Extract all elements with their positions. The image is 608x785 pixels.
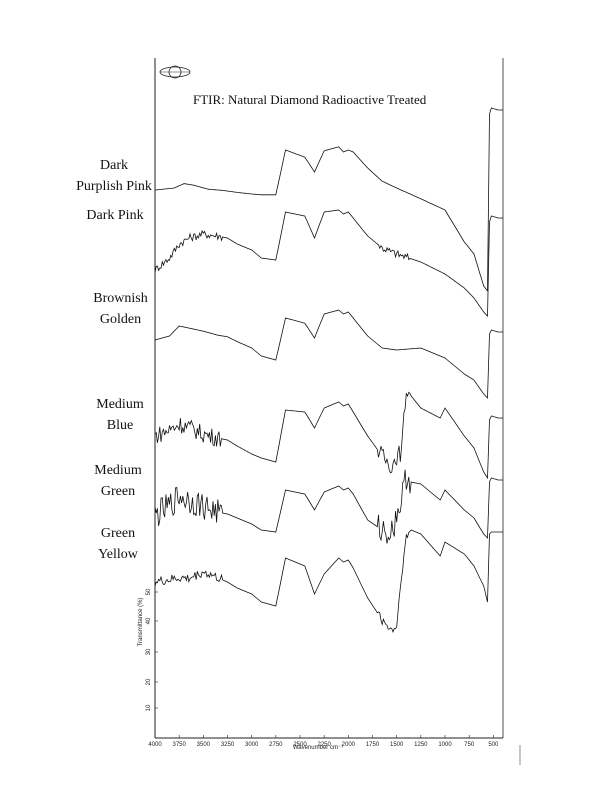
instrument-logo-icon (159, 65, 191, 79)
x-axis-label: Wavenumber cm⁻¹ (293, 745, 343, 751)
series-label: Green Yellow (98, 526, 138, 562)
series-label: Brownish Golden (93, 291, 148, 327)
y-tick-labels: 10 20 30 40 50 (146, 588, 158, 711)
y-tick-label: 50 (146, 588, 152, 595)
series-label: Dark Purplish Pink (76, 158, 152, 194)
series-line-3 (154, 309, 503, 399)
chart-title: FTIR: Natural Diamond Radioactive Treate… (193, 92, 427, 107)
y-tick-label: 30 (146, 648, 152, 655)
x-tick-label: 1250 (414, 742, 428, 748)
series-traces (154, 107, 503, 634)
x-tick-labels: 4000 3750 3500 3250 3000 2750 2500 2250 2000 1750… (148, 735, 499, 748)
series-line-5 (154, 469, 503, 544)
series-line-4 (154, 391, 503, 480)
x-tick-label: 3250 (221, 742, 235, 748)
x-tick-label: 1500 (390, 742, 404, 748)
y-tick-label: 40 (146, 617, 152, 624)
series-line-2 (154, 209, 503, 317)
series-line-6 (154, 529, 503, 634)
y-tick-label: 10 (146, 704, 152, 711)
x-tick-label: 3750 (172, 742, 186, 748)
x-tick-label: 3500 (197, 742, 211, 748)
x-tick-label: 2500 (293, 742, 307, 748)
axes (154, 58, 521, 765)
x-tick-label: 750 (464, 742, 475, 748)
series-line-1 (154, 107, 503, 292)
x-tick-label: 500 (488, 742, 499, 748)
x-tick-label: 2000 (342, 742, 356, 748)
x-tick-label: 3000 (245, 742, 259, 748)
series-label: Medium Green (94, 463, 142, 499)
x-tick-label: 1750 (366, 742, 380, 748)
y-axis-label: Transmittance (%) (138, 598, 144, 647)
series-label: Dark Pink (86, 208, 144, 223)
x-tick-label: 1000 (438, 742, 452, 748)
series-label: Medium Blue (96, 397, 144, 433)
x-tick-label: 2750 (269, 742, 283, 748)
x-tick-label: 2250 (317, 742, 331, 748)
x-tick-label: 4000 (148, 742, 162, 748)
y-tick-label: 20 (146, 678, 152, 685)
